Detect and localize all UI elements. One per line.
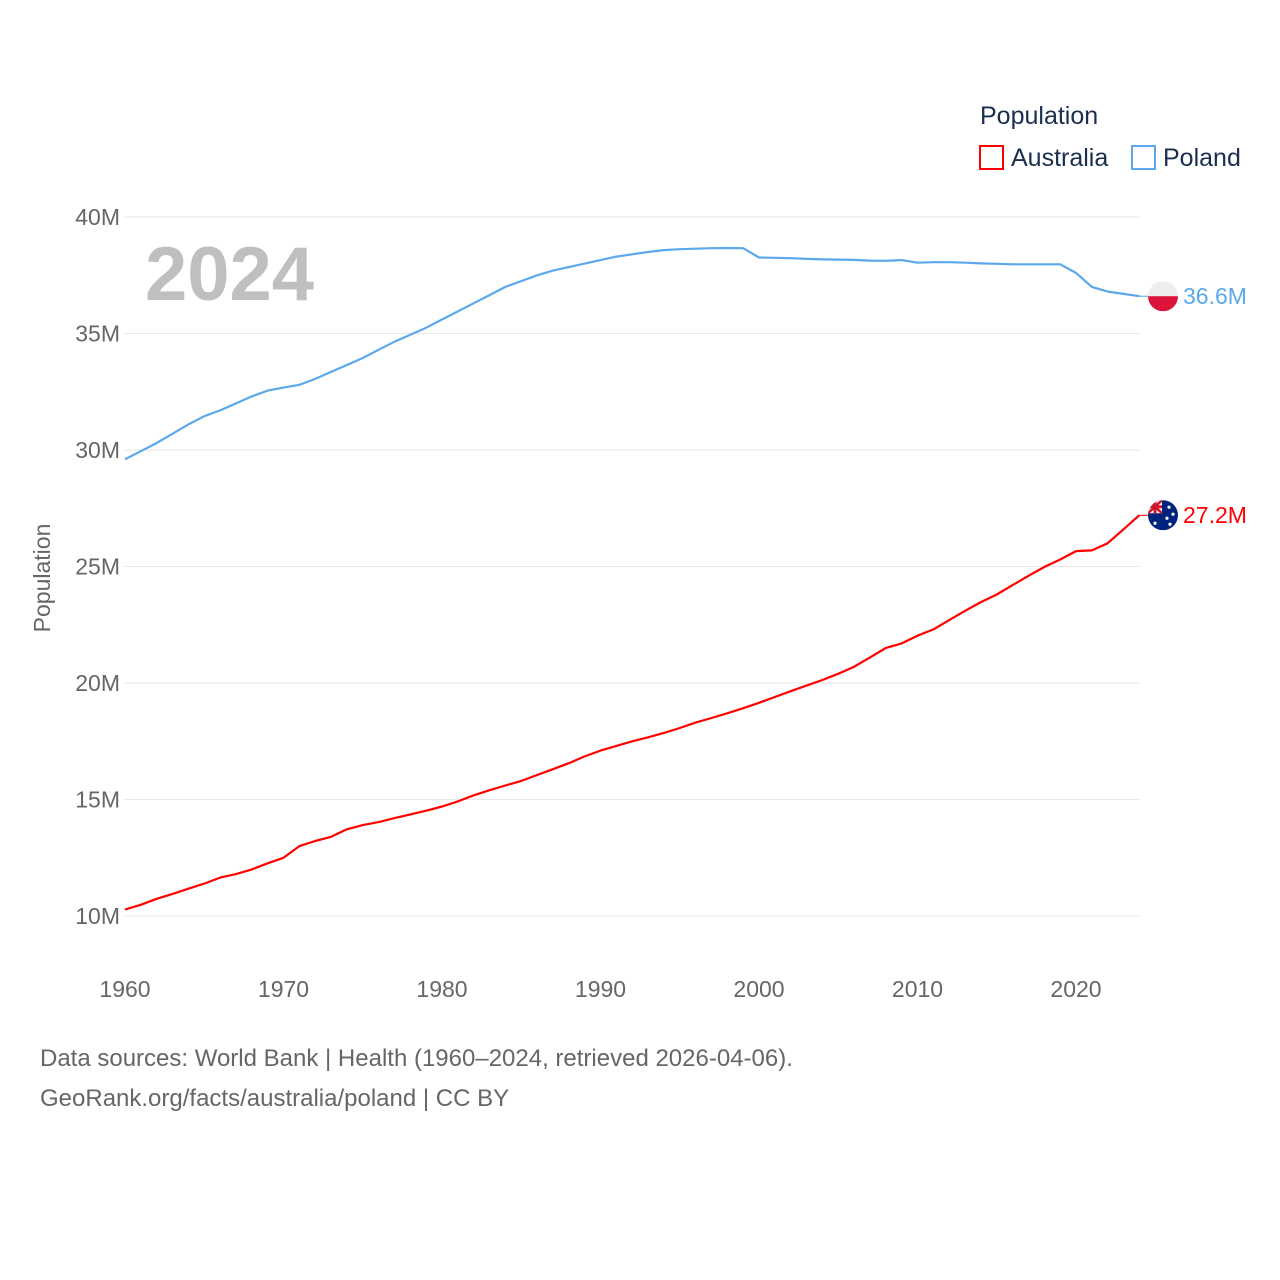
x-tick-label: 1970 (258, 976, 309, 1002)
end-value-label-australia: 27.2M (1183, 502, 1247, 528)
legend-label-poland: Poland (1163, 144, 1241, 172)
grid-lines (125, 216, 1139, 917)
footer-attribution[interactable]: GeoRank.org/facts/australia/poland | CC … (40, 1085, 510, 1112)
x-tick-label: 2000 (733, 976, 784, 1002)
y-tick-label: 25M (75, 554, 120, 580)
series-line-poland (124, 246, 1140, 461)
x-tick-label: 1960 (99, 976, 150, 1002)
poland-flag-icon (1139, 281, 1178, 312)
x-axis-ticks: 1960 1970 1980 1990 2000 2010 2020 (99, 976, 1101, 1002)
y-tick-label: 15M (75, 787, 120, 813)
series-end-labels: 27.2M 36.6M (1139, 281, 1247, 531)
end-value-label-poland: 36.6M (1183, 283, 1247, 309)
footer-sources: Data sources: World Bank | Health (1960–… (40, 1045, 793, 1072)
series-lines (124, 246, 1141, 911)
legend-swatch-australia (979, 145, 1004, 170)
x-tick-label: 2010 (892, 976, 943, 1002)
y-tick-label: 40M (75, 204, 120, 230)
y-tick-label: 20M (75, 670, 120, 696)
legend-title: Population (980, 102, 1098, 130)
y-tick-label: 35M (75, 321, 120, 347)
legend: Population Australia Poland (979, 102, 1241, 172)
y-tick-label: 30M (75, 437, 120, 463)
x-tick-label: 1980 (416, 976, 467, 1002)
y-tick-label: 10M (75, 903, 120, 929)
x-tick-label: 1990 (575, 976, 626, 1002)
legend-item-australia[interactable]: Australia (979, 144, 1108, 172)
year-watermark: 2024 (145, 232, 314, 317)
legend-label-australia: Australia (1011, 144, 1108, 172)
x-tick-label: 2020 (1050, 976, 1101, 1002)
series-line-australia (124, 514, 1141, 911)
y-axis-ticks: 10M 15M 20M 25M 30M 35M 40M (75, 204, 120, 929)
legend-item-poland[interactable]: Poland (1131, 144, 1241, 172)
y-axis-label: Population (29, 524, 55, 633)
australia-flag-icon (1139, 500, 1178, 531)
legend-swatch-poland (1131, 145, 1156, 170)
